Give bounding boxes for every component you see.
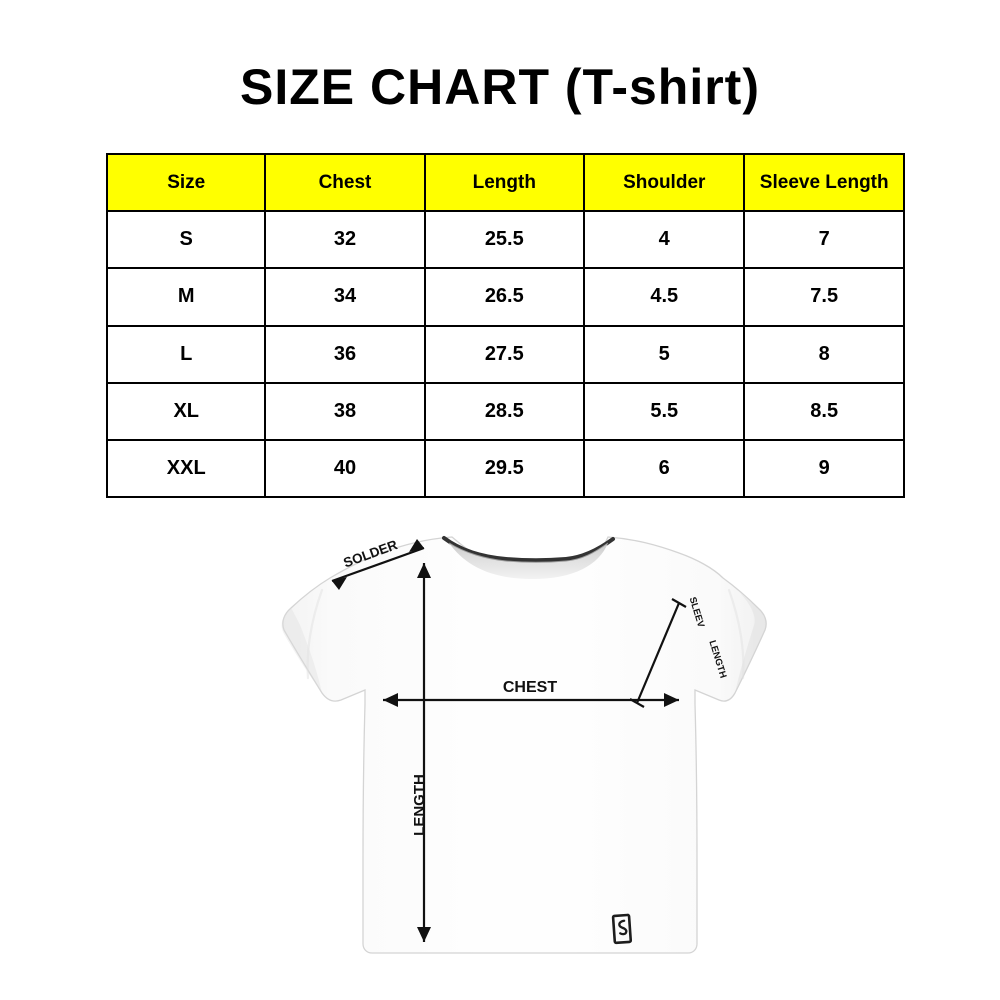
svg-text:LENGTH: LENGTH xyxy=(411,774,428,836)
svg-text:CHEST: CHEST xyxy=(503,679,557,696)
